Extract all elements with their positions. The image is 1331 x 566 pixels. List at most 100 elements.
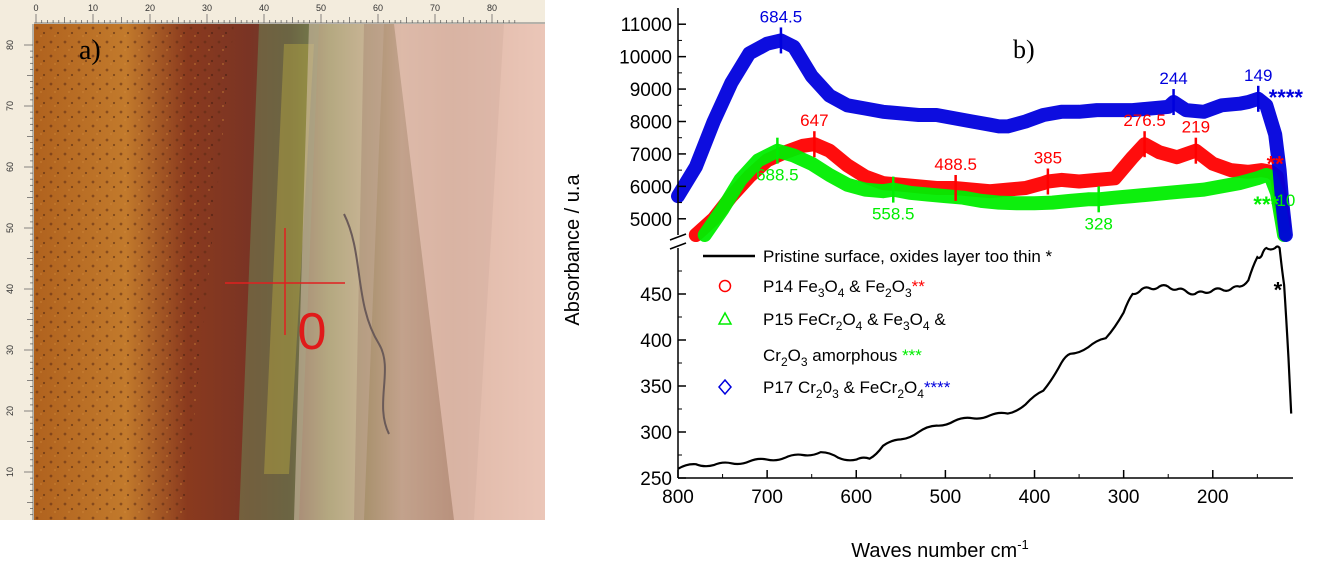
left-ruler-label: 60 [5, 162, 15, 172]
y-tick-label-upper: 11000 [621, 15, 672, 36]
series-band-p15 [697, 143, 1292, 242]
legend-subscript: 3 [818, 286, 825, 300]
peak-label: 244 [1159, 69, 1187, 88]
peak-label: 10 [1276, 191, 1295, 210]
peak-label: 385 [1034, 148, 1062, 167]
legend-subscript: 4 [856, 319, 863, 333]
y-tick-label-upper: 9000 [630, 80, 672, 101]
left-ruler-label: 50 [5, 223, 15, 233]
x-tick-label: 800 [662, 487, 694, 508]
lower-plot-area [677, 245, 1293, 470]
top-ruler-label: 20 [145, 3, 155, 13]
top-ruler-label: 10 [88, 3, 98, 13]
peak-label: 558.5 [872, 205, 915, 224]
axis-break-mark [669, 233, 687, 241]
upper-plot-area [671, 33, 1293, 242]
y-tick-label-upper: 8000 [630, 113, 672, 134]
peak-label: 647 [800, 111, 828, 130]
top-ruler-label: 70 [430, 3, 440, 13]
annotations: 684.5 244 149 647 488.5 385 276.5 219 688.5 558.5… [756, 7, 1303, 302]
legend-text: Cr [763, 346, 781, 365]
panel-b-label: b) [1013, 35, 1035, 64]
peak-label: 488.5 [934, 155, 977, 174]
legend-text: O [825, 277, 838, 296]
y-tick-label-upper: 6000 [630, 177, 672, 198]
y-tick-label-lower: 350 [640, 377, 672, 398]
legend-text: P17 Cr [763, 378, 816, 397]
legend-text: O [788, 346, 801, 365]
legend-subscript: 3 [903, 319, 910, 333]
top-ruler-label: 50 [316, 3, 326, 13]
left-ruler-label: 10 [5, 467, 15, 477]
legend-subscript: 2 [836, 319, 843, 333]
legend-star: ** [912, 277, 926, 296]
spectra-chart-panel: 5000 6000 7000 8000 9000 10000 11000 250 300 350 4… [545, 0, 1331, 562]
left-ruler [0, 24, 34, 520]
legend-subscript: 2 [781, 355, 788, 369]
star-annotation: *** [1253, 192, 1279, 217]
legend-subscript: 2 [885, 286, 892, 300]
legend-entry-pristine: Pristine surface, oxides layer too thin … [763, 247, 1053, 266]
top-ruler [0, 0, 545, 24]
legend-subscript: 4 [923, 319, 930, 333]
left-ruler-label: 80 [5, 40, 15, 50]
series-band-p17 [671, 33, 1293, 242]
legend-text: & FeCr [839, 378, 898, 397]
legend-text: 0 [823, 378, 832, 397]
left-ruler-label: 20 [5, 406, 15, 416]
marker-label: 0 [298, 303, 327, 361]
left-ruler-label: 40 [5, 284, 15, 294]
legend-star: * [1046, 247, 1053, 266]
peak-label: 149 [1244, 66, 1272, 85]
y-tick-label-lower: 300 [640, 423, 672, 444]
series-band-p14 [688, 137, 1292, 242]
legend-text: O [842, 310, 855, 329]
legend-text: P15 FeCr [763, 310, 836, 329]
microscope-photo-panel: 0 10 20 30 40 50 60 70 80 80 70 60 50 40 30 20 10 0 a) [0, 0, 545, 520]
peak-label: 328 [1085, 214, 1113, 233]
top-ruler-label: 40 [259, 3, 269, 13]
legend-text: & Fe [862, 310, 903, 329]
legend-text: O [910, 310, 923, 329]
legend-entry: P15 FeCr2O4 & Fe3O4 & [763, 310, 946, 333]
legend-subscript: 4 [838, 286, 845, 300]
x-axis-label: Waves number cm-1 [851, 537, 1029, 561]
x-tick-label: 700 [751, 487, 783, 508]
top-ruler-label: 60 [373, 3, 383, 13]
left-ruler-label: 70 [5, 101, 15, 111]
legend-text: amorphous [808, 346, 903, 365]
peak-label: 684.5 [760, 7, 803, 26]
star-annotation: * [1274, 277, 1283, 302]
y-tick-label-lower: 250 [640, 469, 672, 490]
legend-text: O [892, 277, 905, 296]
y-axis-label: Absorbance / u.a [562, 174, 584, 326]
x-tick-label: 400 [1019, 487, 1051, 508]
legend-text: & [930, 310, 947, 329]
x-tick-label: 200 [1197, 487, 1229, 508]
legend-text: & Fe [844, 277, 885, 296]
axes: 5000600070008000900010000110002503003504… [619, 8, 1293, 508]
series-line-pristine [677, 245, 1293, 470]
legend-entry-continued: Cr2O3 amorphous *** [763, 346, 922, 369]
legend-triangle-marker [717, 311, 733, 325]
top-ruler-label: 30 [202, 3, 212, 13]
y-tick-label-upper: 5000 [630, 210, 672, 231]
y-tick-label-upper: 10000 [619, 48, 672, 69]
legend-entry: P17 Cr203 & FeCr2O4**** [763, 378, 951, 401]
legend-text: P14 Fe [763, 277, 818, 296]
axis-break-mark [669, 242, 687, 250]
legend-text: O [904, 378, 917, 397]
peak-label: 276.5 [1123, 111, 1166, 130]
legend-star: **** [924, 378, 951, 397]
peak-label: 688.5 [756, 166, 799, 185]
microscope-photo: 0 10 20 30 40 50 60 70 80 80 70 60 50 40 30 20 10 0 a) [0, 0, 545, 520]
legend-subscript: 3 [832, 387, 839, 401]
legend-subscript: 3 [801, 355, 808, 369]
legend-entry: P14 Fe3O4 & Fe2O3** [763, 277, 925, 300]
legend-star: *** [902, 346, 922, 365]
x-axis-label-superscript: -1 [1017, 537, 1029, 552]
legend: Pristine surface, oxides layer too thin … [703, 247, 1053, 401]
legend-subscript: 2 [897, 387, 904, 401]
x-axis-label-text: Waves number cm [851, 540, 1017, 561]
x-tick-label: 600 [840, 487, 872, 508]
